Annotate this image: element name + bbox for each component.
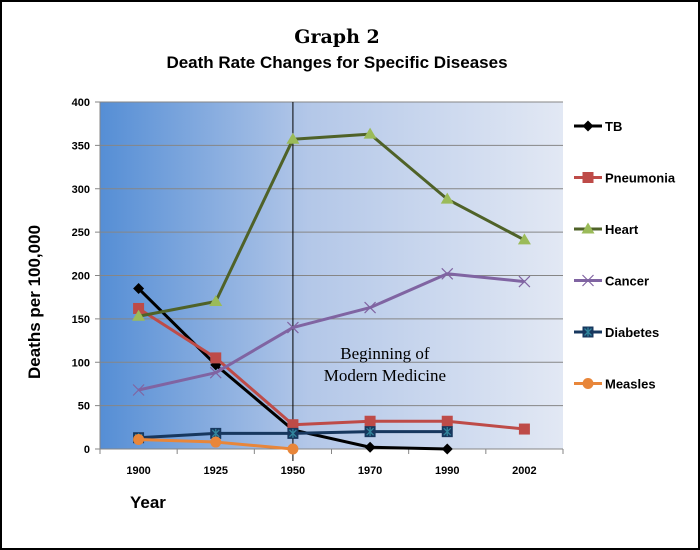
legend-label: Measles (605, 377, 656, 392)
marker-star (211, 428, 220, 438)
legend-marker (582, 274, 594, 287)
chart-subtitle: Death Rate Changes for Specific Diseases (166, 53, 507, 72)
data-point (287, 419, 299, 431)
data-point (210, 436, 222, 448)
y-tick-label: 100 (72, 357, 90, 369)
marker-star (366, 427, 375, 437)
x-tick-label: 2002 (512, 465, 536, 477)
y-tick-label: 350 (72, 140, 90, 152)
y-tick-label: 0 (84, 444, 90, 456)
marker-star (584, 327, 592, 337)
legend-item-pneumonia: Pneumonia (574, 171, 676, 186)
data-point (133, 283, 145, 295)
data-point (209, 295, 223, 307)
y-tick-label: 300 (72, 184, 90, 196)
data-point (133, 302, 145, 314)
legend-marker (581, 222, 595, 234)
data-point (210, 427, 222, 439)
data-point (518, 275, 531, 288)
series-line (138, 272, 525, 392)
series-heart (132, 127, 531, 321)
legend-item-tb: TB (574, 119, 622, 134)
data-point (133, 433, 145, 445)
data-point (363, 127, 377, 139)
y-tick-label: 400 (72, 97, 90, 109)
legend-label: Heart (605, 222, 639, 237)
x-tick-label: 1925 (204, 465, 228, 477)
y-tick-label: 150 (72, 314, 90, 326)
legend-label: Pneumonia (605, 171, 676, 186)
x-tick-label: 1970 (358, 465, 382, 477)
data-point (286, 132, 300, 144)
legend-label: Cancer (605, 274, 649, 289)
data-point (209, 366, 222, 379)
y-tick-label: 250 (72, 227, 90, 239)
data-point (441, 415, 453, 427)
x-tick-label: 1990 (435, 465, 459, 477)
data-point (364, 301, 377, 314)
data-point (132, 384, 145, 396)
data-point (518, 423, 530, 435)
x-tick-label: 1900 (126, 465, 150, 477)
legend-item-cancer: Cancer (574, 274, 649, 289)
data-point (364, 426, 376, 438)
data-point (441, 267, 454, 280)
marker-star (288, 428, 297, 438)
legend-marker (582, 120, 594, 132)
data-point (517, 233, 531, 245)
chart-title: Graph 2 (294, 26, 379, 48)
series-line (138, 132, 526, 318)
data-point (441, 426, 453, 438)
y-axis-label: Deaths per 100,000 (25, 225, 44, 379)
data-point (441, 443, 453, 455)
data-point (287, 427, 299, 439)
legend-marker (582, 172, 594, 183)
data-point (132, 309, 146, 321)
y-tick-label: 50 (78, 401, 90, 413)
data-point (364, 415, 376, 427)
x-tick-label: 1950 (281, 465, 305, 477)
series-line (137, 307, 525, 431)
legend-marker (582, 326, 594, 338)
data-point (287, 443, 299, 455)
legend-item-diabetes: Diabetes (574, 325, 659, 340)
legend-label: Diabetes (605, 325, 659, 340)
legend-item-heart: Heart (574, 222, 639, 237)
series-pneumonia (133, 302, 530, 435)
series-measles (133, 433, 299, 455)
y-tick-label: 200 (72, 271, 90, 283)
data-point (286, 321, 299, 334)
series-cancer (132, 267, 531, 396)
data-point (440, 192, 454, 204)
legend-label: TB (605, 119, 622, 134)
annotation-line2: Modern Medicine (324, 366, 446, 385)
legend-marker (582, 378, 594, 389)
data-point (210, 352, 222, 364)
annotation-line1: Beginning of (340, 344, 430, 363)
legend-item-measles: Measles (574, 377, 656, 392)
x-axis-label: Year (130, 493, 166, 512)
data-point (364, 441, 376, 453)
marker-star (443, 427, 452, 437)
